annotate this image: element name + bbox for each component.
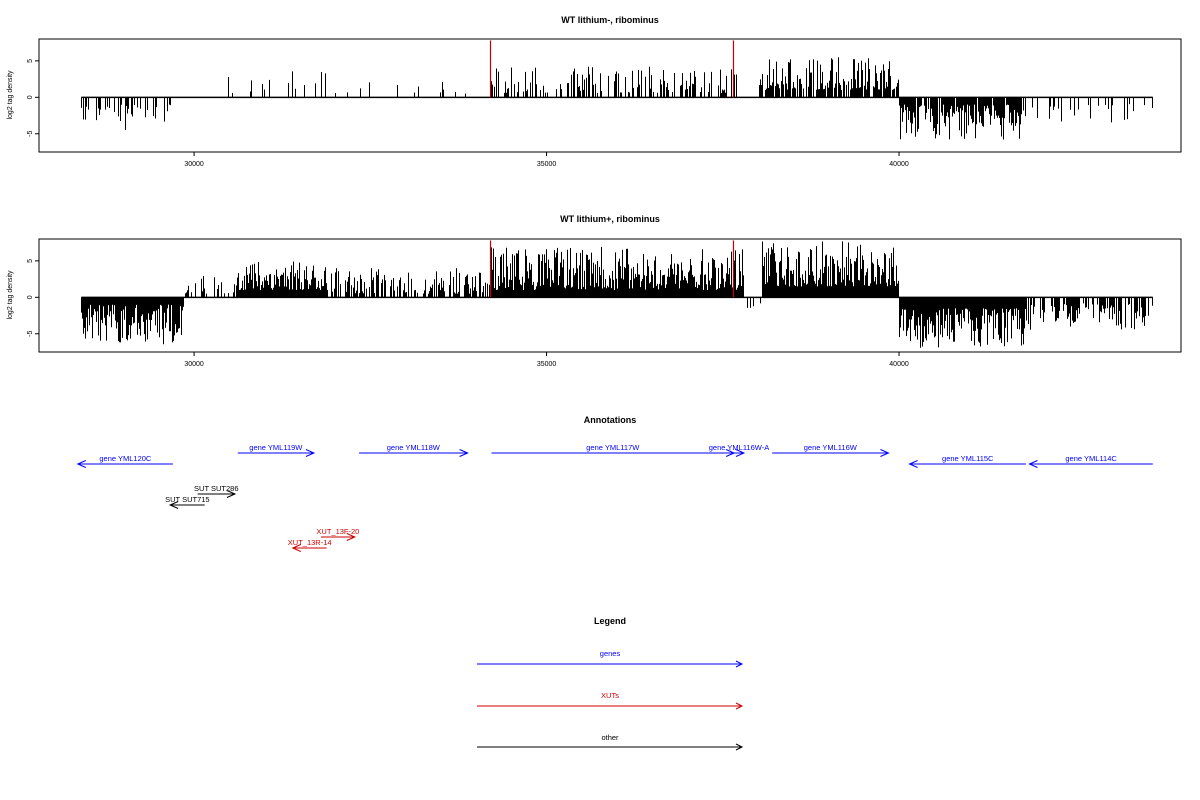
feature-arrowhead: [76, 460, 86, 468]
feature-label: SUT SUT286: [194, 484, 238, 493]
x-axis: 30000 35000 40000: [184, 352, 909, 368]
legend-label-other: other: [601, 733, 619, 742]
plot-frame: [38, 238, 1182, 353]
y-tick-label: 0: [27, 95, 34, 99]
highlight-bars: [489, 40, 735, 98]
plot-frame: [38, 38, 1182, 153]
legend-title: Legend: [594, 616, 626, 626]
x-tick-label: 40000: [889, 361, 909, 368]
track-panel-lithium-plus: WT lithium+, ribominus log2 tag density …: [7, 214, 1182, 368]
feature-arrowhead: [908, 460, 918, 468]
feature-arrowhead: [880, 449, 890, 457]
y-tick-label: 5: [27, 259, 34, 263]
feature-label: gene YML116W-A: [709, 443, 769, 452]
feature-arrowhead: [305, 449, 316, 457]
feature-label: XUT_13F-20: [316, 527, 359, 536]
y-axis-label: log2 tag density: [7, 270, 14, 320]
y-axis-label: log2 tag density: [7, 70, 14, 120]
x-tick-label: 30000: [184, 161, 204, 168]
feature-label: gene YML117W: [586, 443, 640, 452]
legend: Legend genes XUTs other: [477, 616, 744, 751]
track-panel-lithium-minus: WT lithium-, ribominus log2 tag density …: [7, 15, 1182, 168]
y-axis: -5 0 5: [27, 59, 39, 137]
legend-arrowhead-genes: [735, 660, 744, 668]
y-tick-label: 0: [27, 295, 34, 299]
x-tick-label: 40000: [889, 161, 909, 168]
x-tick-label: 35000: [537, 361, 557, 368]
legend-arrowhead-xuts: [735, 702, 744, 710]
y-tick-label: 5: [27, 59, 34, 63]
annotations-title: Annotations: [584, 415, 637, 425]
feature-arrowhead: [291, 544, 301, 552]
feature-arrowhead: [459, 449, 469, 457]
feature-arrowhead: [226, 490, 237, 498]
feature-label: gene YML120C: [99, 454, 152, 463]
y-tick-label: -5: [27, 131, 34, 137]
feature-label: SUT SUT715: [165, 495, 209, 504]
feature-arrowhead: [735, 449, 746, 457]
panel-title: WT lithium-, ribominus: [561, 15, 659, 25]
feature-arrowhead: [1028, 460, 1038, 468]
legend-label-xuts: XUTs: [601, 691, 619, 700]
y-axis: -5 0 5: [27, 259, 39, 337]
x-tick-label: 35000: [537, 161, 557, 168]
feature-label: XUT_13R-14: [288, 538, 332, 547]
x-axis: 30000 35000 40000: [184, 152, 909, 168]
density-bars: [81, 241, 1153, 348]
density-bars: [81, 57, 1153, 140]
feature-label: gene YML116W: [804, 443, 858, 452]
feature-label: gene YML118W: [387, 443, 441, 452]
panel-title: WT lithium+, ribominus: [560, 214, 660, 224]
feature-label: gene YML119W: [249, 443, 303, 452]
x-tick-label: 30000: [184, 361, 204, 368]
legend-arrowhead-other: [735, 743, 744, 751]
legend-label-genes: genes: [600, 649, 621, 658]
annotation-features: gene YML120C gene YML119W gene YML118W gene…: [76, 443, 1153, 552]
feature-arrowhead: [346, 533, 357, 541]
feature-arrowhead: [168, 501, 179, 509]
highlight-bars: [489, 240, 735, 298]
y-tick-label: -5: [27, 331, 34, 337]
feature-label: gene YML114C: [1065, 454, 1117, 463]
feature-label: gene YML115C: [942, 454, 994, 463]
